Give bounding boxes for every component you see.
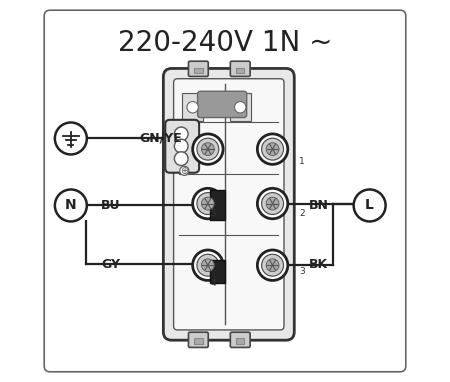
Circle shape <box>55 189 87 222</box>
FancyBboxPatch shape <box>189 332 208 348</box>
Text: ⊕: ⊕ <box>180 166 189 176</box>
Circle shape <box>197 193 219 215</box>
Circle shape <box>187 102 198 113</box>
FancyBboxPatch shape <box>210 190 225 220</box>
Circle shape <box>257 250 288 280</box>
Circle shape <box>55 123 87 154</box>
Circle shape <box>180 166 189 175</box>
Text: 2: 2 <box>299 209 305 218</box>
Circle shape <box>197 254 219 276</box>
FancyBboxPatch shape <box>198 91 247 118</box>
Text: GY: GY <box>101 257 120 270</box>
Circle shape <box>266 259 279 272</box>
Circle shape <box>202 259 214 272</box>
Text: 5: 5 <box>211 209 216 218</box>
Text: BN: BN <box>309 199 328 212</box>
Circle shape <box>261 138 284 160</box>
FancyBboxPatch shape <box>189 61 208 76</box>
Text: 1: 1 <box>299 157 305 166</box>
Text: GN/YE: GN/YE <box>140 132 182 145</box>
Circle shape <box>266 143 279 155</box>
Text: 220-240V 1N ~: 220-240V 1N ~ <box>118 29 332 57</box>
Text: N: N <box>65 199 77 212</box>
Circle shape <box>266 197 279 210</box>
FancyBboxPatch shape <box>210 259 225 283</box>
Circle shape <box>257 188 288 219</box>
FancyBboxPatch shape <box>194 338 202 344</box>
Circle shape <box>261 254 284 276</box>
Text: BK: BK <box>309 257 328 270</box>
FancyBboxPatch shape <box>236 338 244 344</box>
Text: 3: 3 <box>299 267 305 276</box>
FancyBboxPatch shape <box>44 10 406 372</box>
Circle shape <box>175 139 188 153</box>
Circle shape <box>197 138 219 160</box>
Circle shape <box>193 188 223 219</box>
Circle shape <box>354 189 386 222</box>
Circle shape <box>175 152 188 165</box>
FancyBboxPatch shape <box>165 120 199 173</box>
Circle shape <box>193 250 223 280</box>
FancyBboxPatch shape <box>230 61 250 76</box>
Text: BU: BU <box>101 199 121 212</box>
FancyBboxPatch shape <box>163 68 294 340</box>
FancyBboxPatch shape <box>230 332 250 348</box>
Text: L: L <box>365 199 374 212</box>
FancyBboxPatch shape <box>194 68 202 73</box>
Text: 4: 4 <box>211 279 216 288</box>
Circle shape <box>175 127 188 141</box>
FancyBboxPatch shape <box>230 93 251 121</box>
Circle shape <box>257 134 288 164</box>
Circle shape <box>261 193 284 215</box>
Circle shape <box>202 143 214 155</box>
FancyBboxPatch shape <box>174 79 284 330</box>
Circle shape <box>234 102 246 113</box>
FancyBboxPatch shape <box>236 68 244 73</box>
FancyBboxPatch shape <box>182 93 203 121</box>
Circle shape <box>193 134 223 164</box>
Circle shape <box>202 197 214 210</box>
